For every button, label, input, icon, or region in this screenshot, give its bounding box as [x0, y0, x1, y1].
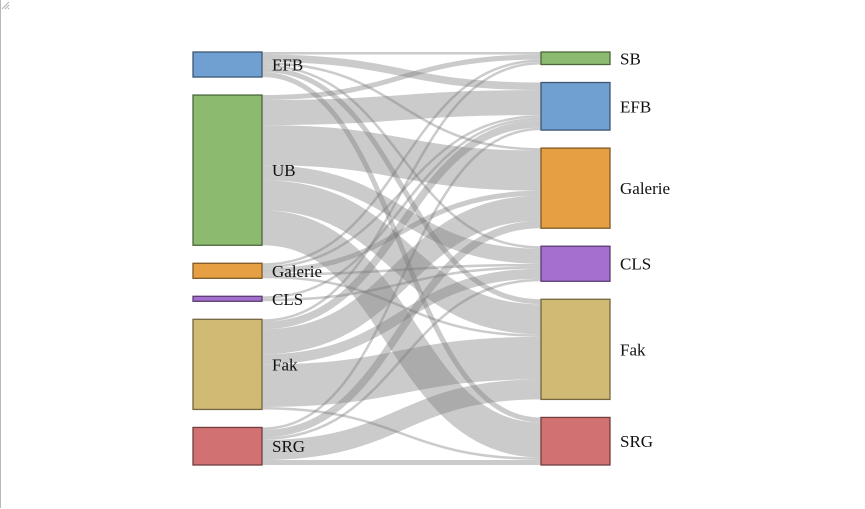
link-galerie-to-cls[interactable]: [261, 263, 542, 276]
nodes-layer: EFB UB Galerie CLS Fak SRG SB EFB Galerie CLS Fak S…: [192, 49, 670, 466]
link-fak-to-fak[interactable]: [261, 336, 542, 407]
target-node-srg-label: SRG: [620, 432, 653, 451]
link-ub-to-srg[interactable]: [261, 210, 542, 458]
target-node-efb-bar[interactable]: [540, 81, 611, 131]
link-fak-to-srg[interactable]: [261, 406, 542, 460]
source-node-srg-label: SRG: [272, 437, 305, 456]
target-node-cls[interactable]: CLS: [540, 245, 651, 282]
link-galerie-to-fak[interactable]: [261, 275, 542, 337]
link-fak-to-sb[interactable]: [261, 62, 542, 322]
target-node-sb[interactable]: SB: [540, 49, 641, 68]
source-node-efb-label: EFB: [272, 56, 303, 75]
source-node-ub-bar[interactable]: [192, 94, 263, 246]
link-srg-to-galerie[interactable]: [261, 220, 542, 438]
link-cls-to-efb[interactable]: [261, 117, 542, 299]
link-efb-to-fak[interactable]: [261, 67, 542, 305]
target-node-srg-bar[interactable]: [540, 416, 611, 466]
target-node-fak[interactable]: Fak: [540, 298, 646, 401]
link-efb-to-efb[interactable]: [261, 54, 542, 91]
link-galerie-to-efb[interactable]: [261, 115, 542, 269]
link-srg-to-efb[interactable]: [261, 127, 542, 430]
link-srg-to-cls[interactable]: [261, 278, 542, 440]
target-node-sb-bar[interactable]: [540, 51, 611, 66]
target-node-cls-bar[interactable]: [540, 245, 611, 282]
link-ub-to-sb[interactable]: [261, 54, 542, 101]
links-layer: [261, 52, 542, 466]
source-node-srg-bar[interactable]: [192, 426, 263, 466]
source-node-galerie-label: Galerie: [272, 262, 322, 281]
target-node-efb-label: EFB: [620, 97, 651, 116]
source-node-cls[interactable]: CLS: [192, 290, 303, 309]
source-node-galerie-bar[interactable]: [192, 262, 263, 279]
source-node-fak-bar[interactable]: [192, 318, 263, 411]
link-galerie-to-galerie[interactable]: [261, 190, 542, 274]
source-node-cls-label: CLS: [272, 290, 303, 309]
source-node-fak[interactable]: Fak: [192, 318, 298, 411]
link-galerie-to-sb[interactable]: [261, 59, 542, 266]
link-ub-to-fak[interactable]: [261, 180, 542, 335]
source-node-cls-bar[interactable]: [192, 295, 263, 302]
source-node-ub-label: UB: [272, 161, 296, 180]
link-efb-to-cls[interactable]: [261, 64, 542, 249]
link-efb-to-srg[interactable]: [261, 72, 542, 423]
target-node-srg[interactable]: SRG: [540, 416, 653, 466]
target-node-efb[interactable]: EFB: [540, 81, 651, 131]
target-node-cls-label: CLS: [620, 255, 651, 274]
source-node-galerie[interactable]: Galerie: [192, 262, 322, 281]
source-node-ub[interactable]: UB: [192, 94, 296, 246]
target-node-galerie-bar[interactable]: [540, 147, 611, 229]
link-fak-to-cls[interactable]: [261, 268, 542, 365]
link-efb-to-galerie[interactable]: [261, 62, 542, 151]
link-ub-to-efb[interactable]: [261, 90, 542, 126]
link-cls-to-cls[interactable]: [261, 266, 542, 302]
link-fak-to-galerie[interactable]: [261, 195, 542, 355]
source-node-srg[interactable]: SRG: [192, 426, 305, 466]
target-node-galerie-label: Galerie: [620, 179, 670, 198]
source-node-efb[interactable]: EFB: [192, 51, 303, 78]
link-fak-to-efb[interactable]: [261, 120, 542, 330]
source-node-efb-bar[interactable]: [192, 51, 263, 78]
target-node-fak-bar[interactable]: [540, 298, 611, 401]
source-node-fak-label: Fak: [272, 355, 298, 374]
link-srg-to-fak[interactable]: [261, 379, 542, 460]
resize-grip-icon[interactable]: [0, 0, 10, 10]
target-node-sb-label: SB: [620, 49, 641, 68]
target-node-galerie[interactable]: Galerie: [540, 147, 670, 229]
link-ub-to-cls[interactable]: [261, 165, 542, 264]
link-ub-to-galerie[interactable]: [261, 125, 542, 191]
target-node-fak-label: Fak: [620, 340, 646, 359]
